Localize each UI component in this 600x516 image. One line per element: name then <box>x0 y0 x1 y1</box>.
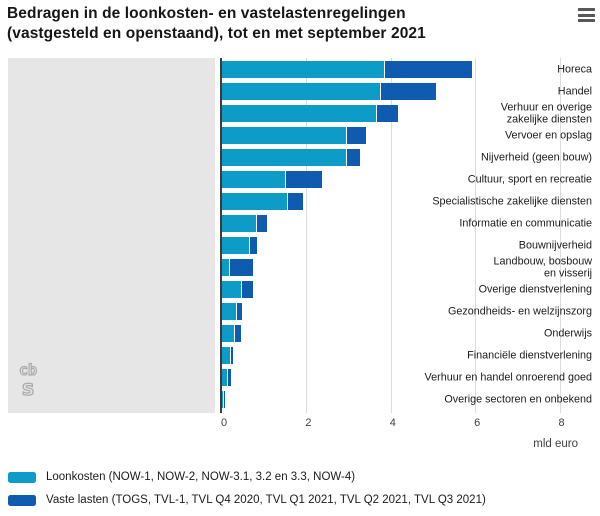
bar-segment-vaste-lasten[interactable] <box>250 237 257 254</box>
bar-segment-loonkosten[interactable] <box>222 127 347 144</box>
hamburger-menu-button[interactable] <box>578 8 595 24</box>
category-label-gutter <box>8 58 215 413</box>
x-tick-label: 8 <box>558 417 565 429</box>
category-label: Cultuur, sport en recreatie <box>467 173 592 186</box>
y-axis-line <box>220 58 222 413</box>
category-label: Overige dienstverlening <box>478 283 592 296</box>
x-axis-unit-label: mld euro <box>533 438 578 450</box>
gridline <box>390 58 392 413</box>
legend-item-loonkosten[interactable]: Loonkosten (NOW-1, NOW-2, NOW-3.1, 3.2 e… <box>8 470 486 484</box>
category-label: Horeca <box>557 63 592 76</box>
chart-panel: Horeca Handel Verhuur en overige zakelijke… <box>8 58 598 413</box>
bar-segment-loonkosten[interactable] <box>222 369 228 386</box>
bar-segment-loonkosten[interactable] <box>222 61 385 78</box>
bar-segment-loonkosten[interactable] <box>222 281 241 298</box>
bar-segment-loonkosten[interactable] <box>222 149 347 166</box>
x-tick-label: 4 <box>389 417 396 429</box>
category-label: Vervoer en opslag <box>504 129 592 142</box>
bar-row <box>222 127 367 144</box>
category-label: Handel <box>557 85 592 98</box>
chart-title: Bedragen in de loonkosten- en vastelaste… <box>7 5 426 43</box>
plot-area <box>222 58 598 413</box>
bar-segment-vaste-lasten[interactable] <box>223 391 224 408</box>
bar-row <box>222 105 399 122</box>
bar-row <box>222 193 304 210</box>
legend: Loonkosten (NOW-1, NOW-2, NOW-3.1, 3.2 e… <box>8 470 486 516</box>
bar-row <box>222 303 242 320</box>
bar-segment-loonkosten[interactable] <box>222 391 223 408</box>
bar-segment-loonkosten[interactable] <box>222 237 250 254</box>
bar-row <box>222 171 323 188</box>
bar-segment-vaste-lasten[interactable] <box>241 281 253 298</box>
bar-row <box>222 215 268 232</box>
gridline <box>559 58 561 413</box>
bar-segment-vaste-lasten[interactable] <box>377 105 399 122</box>
x-tick-label: 2 <box>305 417 312 429</box>
cbs-logo-s: s <box>21 377 35 401</box>
bar-row <box>222 61 472 78</box>
gridline <box>475 58 477 413</box>
bar-row <box>222 281 253 298</box>
bar-segment-vaste-lasten[interactable] <box>236 303 242 320</box>
bar-segment-loonkosten[interactable] <box>222 193 288 210</box>
bar-segment-loonkosten[interactable] <box>222 105 377 122</box>
hamburger-bar <box>578 19 595 22</box>
x-tick-label: 0 <box>220 417 228 429</box>
bar-segment-vaste-lasten[interactable] <box>385 61 472 78</box>
category-label: Landbouw, bosbouw en visserij <box>493 254 592 280</box>
bar-row <box>222 391 224 408</box>
category-label: Onderwijs <box>543 327 592 340</box>
bar-segment-vaste-lasten[interactable] <box>347 127 367 144</box>
bar-segment-loonkosten[interactable] <box>222 259 230 276</box>
bar-row <box>222 237 257 254</box>
bar-segment-loonkosten[interactable] <box>222 83 381 100</box>
bar-row <box>222 259 254 276</box>
bar-segment-vaste-lasten[interactable] <box>230 259 254 276</box>
bar-segment-vaste-lasten[interactable] <box>234 325 241 342</box>
bar-segment-vaste-lasten[interactable] <box>231 347 233 364</box>
category-label: Nijverheid (geen bouw) <box>480 151 592 164</box>
legend-label-vaste-lasten: Vaste lasten (TOGS, TVL-1, TVL Q4 2020, … <box>46 494 486 506</box>
bar-segment-loonkosten[interactable] <box>222 171 286 188</box>
category-label: Specialistische zakelijke diensten <box>432 195 592 208</box>
bar-segment-loonkosten[interactable] <box>222 325 234 342</box>
bar-row <box>222 369 232 386</box>
category-label: Informatie en communicatie <box>459 217 592 230</box>
bar-row <box>222 83 437 100</box>
bar-segment-loonkosten[interactable] <box>222 215 256 232</box>
cbs-logo-cb: cb <box>19 361 37 379</box>
vaste-lasten-swatch <box>8 494 36 506</box>
loonkosten-swatch <box>8 471 36 483</box>
category-label: Gezondheids- en welzijnszorg <box>447 305 592 318</box>
bar-row <box>222 325 241 342</box>
bar-row <box>222 347 233 364</box>
bar-segment-loonkosten[interactable] <box>222 303 236 320</box>
hamburger-bar <box>578 8 595 11</box>
hamburger-bar <box>578 13 595 17</box>
cbs-logo: cb s <box>18 361 37 401</box>
gridline <box>306 58 308 413</box>
category-label: Financiële dienstverlening <box>467 349 592 362</box>
category-label: Bouwnijverheid <box>518 239 592 252</box>
legend-label-loonkosten: Loonkosten (NOW-1, NOW-2, NOW-3.1, 3.2 e… <box>46 471 356 483</box>
category-label: Verhuur en handel onroerend goed <box>424 371 593 384</box>
bar-row <box>222 149 361 166</box>
bar-segment-vaste-lasten[interactable] <box>286 171 323 188</box>
bar-segment-vaste-lasten[interactable] <box>256 215 268 232</box>
x-tick-label: 6 <box>474 417 481 429</box>
bar-segment-vaste-lasten[interactable] <box>228 369 232 386</box>
bar-segment-vaste-lasten[interactable] <box>288 193 304 210</box>
category-label: Verhuur en overige zakelijke diensten <box>500 100 592 126</box>
bar-segment-vaste-lasten[interactable] <box>381 83 437 100</box>
bar-segment-vaste-lasten[interactable] <box>347 149 361 166</box>
bar-segment-loonkosten[interactable] <box>222 347 231 364</box>
category-label: Overige sectoren en onbekend <box>444 393 592 406</box>
legend-item-vaste-lasten[interactable]: Vaste lasten (TOGS, TVL-1, TVL Q4 2020, … <box>8 493 486 507</box>
